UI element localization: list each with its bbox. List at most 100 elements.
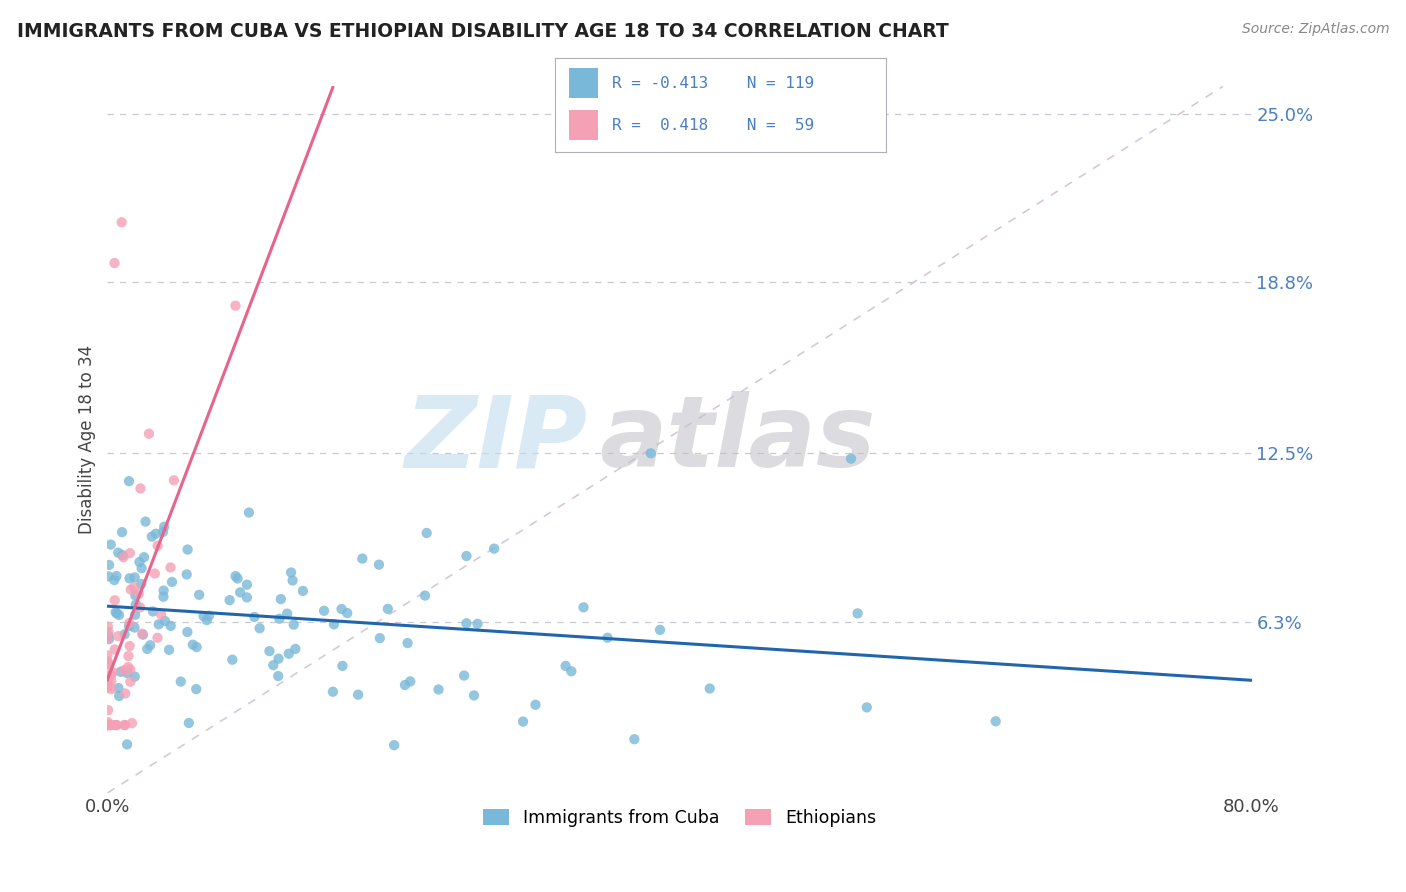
- Point: [176, 625, 198, 640]
- Point: [118, 546, 141, 560]
- Point: [524, 698, 547, 712]
- Point: [394, 678, 416, 692]
- Point: [277, 647, 299, 661]
- Point: [115, 665, 138, 680]
- Point: [984, 714, 1007, 729]
- Point: [115, 738, 138, 752]
- Point: [159, 560, 181, 574]
- Point: [323, 617, 346, 632]
- Point: [100, 538, 122, 552]
- Point: [291, 583, 314, 598]
- Point: [97, 715, 120, 730]
- Point: [181, 638, 204, 652]
- Point: [96, 718, 118, 732]
- Point: [160, 574, 183, 589]
- Point: [176, 542, 198, 557]
- Point: [100, 718, 122, 732]
- Point: [186, 640, 208, 654]
- Point: [101, 665, 124, 680]
- Point: [283, 617, 305, 632]
- Point: [238, 506, 260, 520]
- Point: [396, 636, 419, 650]
- Point: [122, 580, 145, 594]
- Point: [97, 718, 120, 732]
- Point: [105, 718, 128, 732]
- Point: [198, 608, 221, 623]
- Point: [131, 577, 153, 591]
- Point: [96, 718, 118, 732]
- Point: [554, 659, 576, 673]
- Point: [177, 715, 200, 730]
- Point: [332, 659, 354, 673]
- Point: [560, 665, 582, 679]
- Point: [110, 665, 132, 679]
- Point: [111, 525, 134, 540]
- Point: [132, 628, 155, 642]
- Bar: [568, 111, 599, 140]
- Point: [415, 526, 437, 541]
- Point: [97, 632, 120, 647]
- Point: [114, 718, 136, 732]
- Point: [112, 550, 135, 565]
- Point: [97, 624, 120, 639]
- Point: [97, 671, 120, 685]
- Point: [159, 619, 181, 633]
- Point: [146, 631, 169, 645]
- Point: [118, 619, 141, 633]
- Point: [347, 688, 370, 702]
- Point: [276, 607, 298, 621]
- Point: [314, 604, 336, 618]
- Point: [100, 718, 122, 732]
- Point: [281, 574, 304, 588]
- Point: [368, 631, 391, 645]
- Point: [221, 653, 243, 667]
- Point: [284, 641, 307, 656]
- Point: [118, 615, 141, 630]
- Point: [193, 609, 215, 624]
- Point: [97, 703, 120, 717]
- Point: [97, 569, 120, 583]
- Point: [512, 714, 534, 729]
- Point: [105, 607, 128, 621]
- Point: [463, 689, 485, 703]
- Point: [148, 617, 170, 632]
- Point: [96, 658, 118, 673]
- Point: [648, 623, 671, 637]
- Point: [153, 614, 176, 628]
- Point: [111, 215, 134, 229]
- Point: [145, 526, 167, 541]
- Point: [188, 588, 211, 602]
- Point: [131, 561, 153, 575]
- Point: [108, 607, 131, 622]
- Point: [176, 567, 198, 582]
- Point: [105, 569, 128, 583]
- Point: [97, 628, 120, 642]
- Point: [128, 587, 150, 601]
- Point: [596, 631, 619, 645]
- Point: [467, 616, 489, 631]
- Point: [136, 642, 159, 657]
- Point: [855, 700, 877, 714]
- Point: [96, 676, 118, 690]
- Point: [98, 558, 121, 572]
- Point: [96, 718, 118, 732]
- Point: [640, 446, 662, 460]
- Point: [150, 607, 173, 622]
- Point: [96, 681, 118, 695]
- Point: [482, 541, 505, 556]
- Point: [699, 681, 721, 696]
- Point: [97, 718, 120, 732]
- Point: [100, 668, 122, 682]
- Point: [103, 256, 125, 270]
- Point: [377, 602, 399, 616]
- Text: R = -0.413    N = 119: R = -0.413 N = 119: [612, 76, 814, 91]
- Point: [125, 598, 148, 612]
- Point: [224, 299, 246, 313]
- Point: [142, 604, 165, 618]
- Point: [152, 590, 174, 604]
- Point: [157, 642, 180, 657]
- Point: [382, 738, 405, 752]
- Point: [225, 569, 247, 583]
- Point: [229, 585, 252, 599]
- Point: [453, 668, 475, 682]
